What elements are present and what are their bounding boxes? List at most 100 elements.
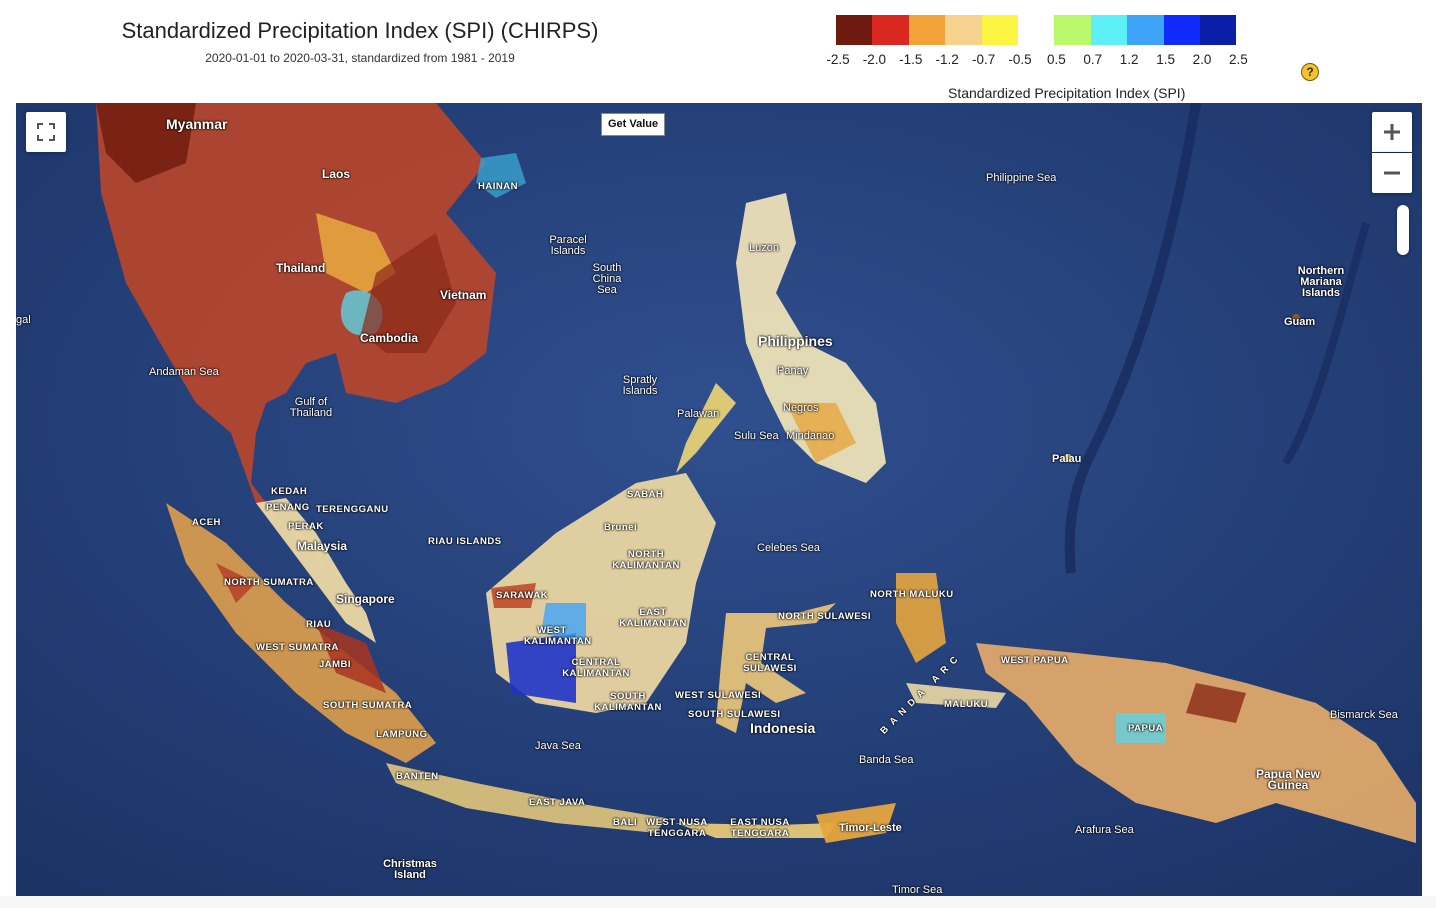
get-value-button[interactable]: Get Value (601, 113, 666, 136)
label-sulu-sea: Sulu Sea (734, 430, 779, 442)
label-papua: PAPUA (1128, 723, 1164, 734)
map-subtitle: 2020-01-01 to 2020-03-31, standardized f… (205, 51, 515, 65)
label-west-papua: WEST PAPUA (1001, 655, 1069, 666)
label-riau-islands: RIAU ISLANDS (428, 536, 502, 547)
label-philippines: Philippines (758, 333, 833, 349)
zoom-out-button[interactable] (1372, 153, 1412, 193)
fullscreen-icon (37, 123, 55, 141)
legend-tick-label: 2.5 (1229, 52, 1248, 67)
legend-swatch (836, 15, 873, 45)
label-thailand: Thailand (276, 261, 326, 275)
label-celebes-sea: Celebes Sea (757, 542, 820, 554)
legend-tick-label: -0.7 (971, 52, 996, 67)
legend-tick-label: -2.5 (826, 52, 850, 67)
label-west-sumatra: WEST SUMATRA (256, 642, 339, 653)
label-timor-sea: Timor Sea (892, 884, 943, 896)
minus-icon (1384, 171, 1400, 175)
label-papua-new-guinea: Papua New Guinea (1255, 767, 1321, 792)
java-region (386, 763, 666, 833)
label-northern-mariana: Northern Mariana Islands (1297, 265, 1345, 299)
sulawesi-region (716, 603, 836, 733)
label-luzon: Luzon (749, 242, 779, 254)
label-perak: PERAK (288, 521, 324, 532)
label-sabah: SABAH (627, 489, 664, 500)
label-west-sulawesi: WEST SULAWESI (675, 690, 762, 701)
label-east-java: EAST JAVA (529, 797, 586, 808)
label-spratly: Spratly Islands (622, 374, 658, 397)
label-north-sulawesi: NORTH SULAWESI (778, 611, 872, 622)
map-terrain (16, 103, 1422, 896)
label-singapore: Singapore (336, 592, 395, 606)
label-north-sumatra: NORTH SUMATRA (224, 577, 314, 588)
label-malaysia: Malaysia (297, 539, 348, 553)
label-panay: Panay (777, 365, 809, 377)
label-maluku: MALUKU (944, 699, 989, 710)
mainland-region (96, 103, 496, 573)
legend-swatch (1017, 15, 1055, 45)
legend-swatch (1127, 15, 1164, 45)
label-arafura-sea: Arafura Sea (1075, 824, 1134, 836)
label-guam: Guam (1284, 316, 1316, 328)
legend-tick-label: 0.5 (1047, 52, 1066, 67)
peninsula-region (256, 498, 376, 643)
label-mindanao: Mindanao (786, 430, 835, 442)
label-paracel: Paracel Islands (549, 234, 587, 257)
plus-icon (1384, 124, 1400, 140)
label-east-kalimantan: EAST KALIMANTAN (619, 607, 687, 629)
legend-tick-label: 1.2 (1119, 52, 1139, 67)
label-brunei: Brunei (604, 522, 638, 533)
legend-swatch (945, 15, 982, 45)
philippines-region (736, 193, 886, 483)
fullscreen-button[interactable] (26, 112, 66, 152)
legend-tick-label: 1.5 (1156, 52, 1175, 67)
legend-swatch (981, 15, 1018, 45)
label-east-nusa-tenggara: EAST NUSA TENGGARA (730, 817, 790, 839)
legend-tick-label: -1.2 (935, 52, 959, 67)
legend-swatch (1199, 15, 1237, 45)
label-christmas-island: Christmas Island (383, 858, 437, 881)
legend-swatch (908, 15, 946, 45)
label-hainan: HAINAN (478, 181, 518, 192)
legend-swatch (1054, 15, 1091, 45)
label-negros: Negros (783, 402, 819, 414)
label-cambodia: Cambodia (360, 331, 419, 345)
label-philippine-sea: Philippine Sea (986, 172, 1057, 184)
label-myanmar: Myanmar (166, 116, 228, 132)
label-riau: RIAU (306, 619, 332, 630)
legend-swatch (1090, 15, 1128, 45)
label-sarawak: SARAWAK (496, 590, 549, 601)
label-terengganu: TERENGGANU (316, 504, 389, 515)
legend-tick-label: -1.5 (899, 52, 923, 67)
label-vietnam: Vietnam (440, 288, 487, 302)
label-aceh: ACEH (192, 517, 221, 528)
legend-tick-label: 2.0 (1192, 52, 1212, 67)
label-west-nusa-tenggara: WEST NUSA TENGGARA (646, 817, 708, 839)
label-bali: BALI (613, 817, 638, 828)
label-banten: BANTEN (396, 771, 439, 782)
question-mark-icon[interactable]: ? (1301, 63, 1319, 81)
label-bay-of-bengal: gal (16, 314, 31, 326)
zoom-in-button[interactable] (1372, 112, 1412, 152)
label-gulf-of-thailand: Gulf of Thailand (289, 396, 333, 419)
new-guinea-region (976, 643, 1416, 843)
label-banda-sea: Banda Sea (859, 754, 914, 766)
label-palawan: Palawan (677, 408, 720, 420)
legend-color-bar (836, 15, 1237, 45)
label-west-kalimantan: WEST KALIMANTAN (524, 625, 592, 647)
label-lampung: LAMPUNG (376, 729, 428, 740)
legend-tick-label: -0.5 (1008, 52, 1032, 67)
label-java-sea: Java Sea (535, 740, 581, 752)
label-south-kalimantan: SOUTH KALIMANTAN (594, 691, 662, 713)
map-canvas[interactable]: Myanmar Laos Thailand Vietnam Cambodia P… (16, 103, 1422, 896)
legend-tick-label: -2.0 (862, 52, 887, 67)
label-andaman-sea: Andaman Sea (149, 366, 219, 378)
zoom-slider[interactable] (1397, 205, 1409, 255)
label-south-sumatra: SOUTH SUMATRA (323, 700, 413, 711)
label-indonesia: Indonesia (750, 720, 816, 736)
label-timor-leste: Timor-Leste (839, 822, 902, 834)
label-central-kalimantan: CENTRAL KALIMANTAN (562, 657, 630, 679)
label-palau: Palau (1052, 453, 1082, 465)
legend-swatch (1163, 15, 1200, 45)
legend-title: Standardized Precipitation Index (SPI) (948, 85, 1186, 101)
label-jambi: JAMBI (319, 659, 352, 670)
